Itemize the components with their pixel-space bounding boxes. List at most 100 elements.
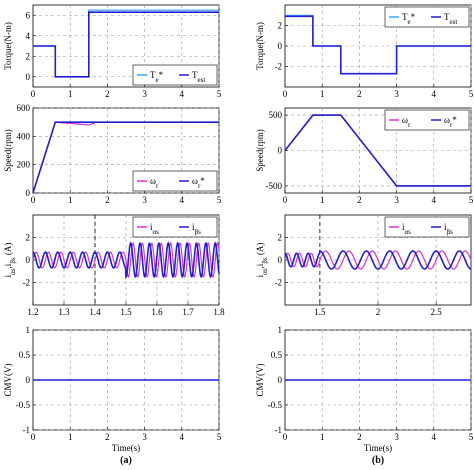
y-tick-label: -1 bbox=[275, 425, 283, 435]
x-tick-label: 1 bbox=[320, 195, 325, 205]
label-part: αs bbox=[9, 268, 17, 275]
chart-a4: 0 1 2 3 4 5 -1 -0.5 0 0.5 1 CMV(V) Time(s) (a) bbox=[3, 325, 222, 466]
x-tick-label: 0 bbox=[31, 432, 36, 442]
y-tick-label: 0.5 bbox=[271, 350, 283, 360]
y-axis-label: Speed(rpm) bbox=[3, 129, 13, 172]
x-tick-label: 1.6 bbox=[151, 307, 163, 317]
label-part: Speed(rpm) bbox=[255, 129, 265, 172]
x-tick-label: 1 bbox=[320, 89, 325, 99]
x-tick-label: 0 bbox=[283, 432, 288, 442]
x-tick-label: 0 bbox=[283, 89, 288, 99]
label-part: ω bbox=[402, 115, 408, 125]
x-tick-label: 2 bbox=[105, 432, 110, 442]
x-tick-label: 3 bbox=[142, 89, 147, 99]
x-tick-label: 0 bbox=[31, 89, 36, 99]
y-axis-label: Speed(rpm) bbox=[255, 129, 265, 172]
y-tick-label: -0.5 bbox=[16, 400, 31, 410]
label-part: αs bbox=[153, 228, 160, 236]
x-tick-label: 1.8 bbox=[213, 307, 225, 317]
label-part: T bbox=[444, 12, 450, 22]
panel-caption: (b) bbox=[372, 455, 384, 466]
y-tick-label: 0 bbox=[26, 72, 31, 82]
y-tick-label: 4 bbox=[26, 31, 31, 41]
x-tick-label: 2 bbox=[105, 89, 110, 99]
y-tick-label: 0 bbox=[26, 188, 31, 198]
series-line bbox=[32, 121, 219, 194]
x-tick-label: 2 bbox=[105, 195, 110, 205]
legend-label: Te* bbox=[150, 70, 164, 84]
x-tick-label: 3 bbox=[394, 432, 399, 442]
x-tick-label: 1.7 bbox=[182, 307, 194, 317]
label-part: CMV(V) bbox=[3, 363, 13, 396]
legend-label: ωr* bbox=[444, 115, 457, 129]
label-part: Torque(N-m) bbox=[3, 22, 13, 70]
label-part: r bbox=[156, 182, 159, 190]
y-tick-label: 0 bbox=[26, 255, 31, 265]
legend-label: iαs bbox=[150, 222, 159, 236]
legend-label: iβs bbox=[192, 222, 201, 236]
x-tick-label: 4 bbox=[180, 89, 185, 99]
y-tick-label: 2 bbox=[278, 21, 283, 31]
legend-box bbox=[132, 170, 218, 192]
y-tick-label: -2 bbox=[275, 278, 283, 288]
y-tick-label: 1 bbox=[26, 325, 31, 335]
x-tick-label: 1.5 bbox=[314, 307, 326, 317]
y-tick-label: 200 bbox=[17, 160, 31, 170]
y-tick-label: 500 bbox=[269, 110, 283, 120]
legend-label: Test bbox=[192, 70, 205, 84]
label-part: Torque(N-m) bbox=[255, 22, 265, 70]
y-tick-label: -0.5 bbox=[268, 400, 283, 410]
x-tick-label: 4 bbox=[180, 432, 185, 442]
x-axis-label: Time(s) bbox=[364, 443, 392, 453]
x-tick-label: 4 bbox=[432, 432, 437, 442]
series-line bbox=[284, 250, 472, 270]
y-tick-label: 0 bbox=[278, 255, 283, 265]
x-tick-label: 1 bbox=[68, 432, 73, 442]
y-axis-label: iαs,iβs (A) bbox=[3, 243, 17, 278]
y-tick-label: 600 bbox=[17, 103, 31, 113]
chart-b4: 0 1 2 3 4 5 -1 -0.5 0 0.5 1 CMV(V) Time(s) (b) bbox=[255, 325, 474, 466]
y-axis-label: Torque(N-m) bbox=[3, 22, 13, 70]
label-part: i bbox=[402, 222, 405, 232]
label-part: ω bbox=[192, 176, 198, 186]
legend-box bbox=[132, 64, 218, 86]
label-part: i bbox=[192, 222, 195, 232]
x-axis-label: Time(s) bbox=[112, 443, 140, 453]
x-tick-label: 1.3 bbox=[58, 307, 70, 317]
legend-label: Te* bbox=[402, 12, 416, 26]
x-tick-label: 5 bbox=[217, 195, 222, 205]
label-part: i bbox=[255, 274, 265, 277]
series-line bbox=[32, 241, 220, 280]
y-tick-label: 0.5 bbox=[19, 350, 31, 360]
series-line bbox=[33, 11, 219, 78]
x-tick-label: 1.2 bbox=[27, 307, 38, 317]
x-tick-label: 0 bbox=[31, 195, 36, 205]
x-tick-label: 1 bbox=[68, 195, 73, 205]
x-tick-label: 2.5 bbox=[431, 307, 443, 317]
legend-box bbox=[132, 216, 218, 238]
y-tick-label: 2 bbox=[26, 51, 31, 61]
y-tick-label: -500 bbox=[266, 181, 283, 191]
label-part: i bbox=[150, 222, 153, 232]
label-part: r bbox=[408, 121, 411, 129]
y-axis-label: Torque(N-m) bbox=[255, 22, 265, 70]
x-tick-label: 2 bbox=[357, 195, 362, 205]
y-axis-label: CMV(V) bbox=[3, 363, 13, 396]
y-axis-label: iαs,iβs (A) bbox=[255, 243, 269, 278]
x-tick-label: 3 bbox=[394, 89, 399, 99]
label-part: r bbox=[450, 121, 453, 129]
label-part: αs bbox=[261, 268, 269, 275]
label-part: T bbox=[192, 70, 198, 80]
label-part: ω bbox=[444, 115, 450, 125]
x-tick-label: 0 bbox=[283, 195, 288, 205]
y-tick-label: 2 bbox=[26, 233, 31, 243]
x-tick-label: 2 bbox=[357, 432, 362, 442]
label-part: T bbox=[402, 12, 408, 22]
legend-label: Test bbox=[444, 12, 457, 26]
x-tick-label: 1.4 bbox=[89, 307, 101, 317]
x-tick-label: 1 bbox=[68, 89, 73, 99]
label-part: (A) bbox=[255, 243, 265, 258]
x-tick-label: 4 bbox=[432, 89, 437, 99]
